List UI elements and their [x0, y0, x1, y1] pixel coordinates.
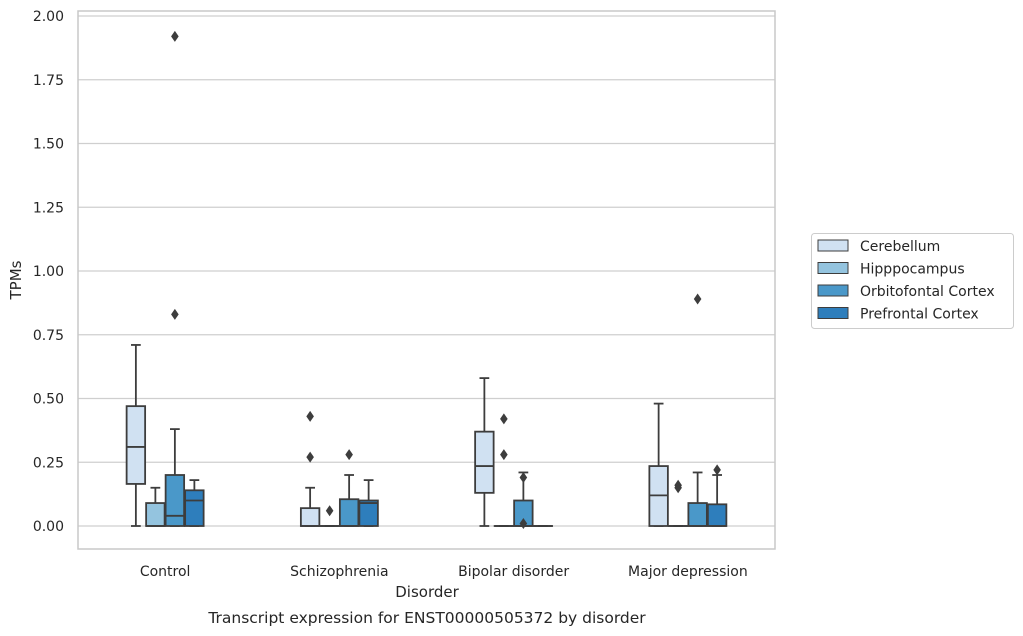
box-hipppocampus — [493, 413, 515, 527]
chart-caption: Transcript expression for ENST0000050537… — [207, 609, 646, 627]
outlier-point — [500, 413, 508, 425]
plot-frame — [77, 10, 776, 550]
box-prefrontal-cortex — [184, 479, 205, 527]
y-tick-label: 0.00 — [33, 519, 64, 535]
box-body — [338, 498, 360, 527]
x-tick-label: Bipolar disorder — [458, 564, 569, 580]
y-tick-label: 2.00 — [33, 9, 64, 25]
outlier-point — [519, 472, 528, 484]
boxes — [125, 30, 728, 529]
y-tick-label: 1.75 — [33, 73, 64, 89]
y-tick-label: 0.75 — [33, 328, 64, 344]
box-body — [145, 502, 166, 527]
legend-item: Prefrontal Cortex — [817, 307, 979, 323]
box-body — [706, 503, 728, 527]
legend-item: Orbitofontal Cortex — [817, 284, 995, 300]
legend-swatch — [817, 262, 849, 274]
box-cerebellum — [648, 402, 669, 527]
box-body — [474, 430, 495, 494]
outlier-point — [306, 451, 314, 463]
legend-frame — [811, 233, 1014, 329]
outlier-point — [693, 293, 702, 305]
x-tick-label: Major depression — [628, 564, 748, 580]
x-tick-label: Control — [140, 564, 191, 580]
legend-swatch — [817, 307, 849, 319]
x-tick-label: Schizophrenia — [290, 564, 388, 580]
outlier-point — [171, 308, 179, 320]
y-tick-label: 1.00 — [33, 264, 64, 280]
y-axis: 0.00 0.25 0.50 0.75 1.00 1.25 1.50 1.75 2.00 — [33, 9, 64, 535]
box-orbitofontal-cortex — [338, 449, 360, 527]
box-hipppocampus — [319, 505, 340, 527]
box-body — [687, 502, 708, 527]
outlier-point — [500, 449, 508, 461]
box-body — [125, 405, 147, 485]
box-cerebellum — [474, 377, 495, 527]
box-orbitofontal-cortex — [687, 293, 708, 527]
box-orbitofontal-cortex — [513, 471, 534, 529]
gridlines — [78, 15, 775, 527]
outlier-point — [306, 410, 314, 422]
box-hipppocampus — [145, 486, 166, 527]
legend-item: Hipppocampus — [817, 262, 965, 278]
box-cerebellum — [299, 410, 321, 527]
plot-border — [77, 10, 776, 550]
legend-label: Orbitofontal Cortex — [860, 284, 995, 300]
box-hipppocampus — [667, 479, 689, 527]
y-axis-label: TPMs — [7, 260, 25, 300]
y-tick-label: 1.50 — [33, 137, 64, 153]
outlier-point — [519, 517, 528, 529]
outlier-point — [674, 479, 682, 491]
legend: Cerebellum Hipppocampus Orbitofontal Corte… — [811, 233, 1014, 329]
outlier-point — [325, 505, 334, 517]
x-axis: Control Schizophrenia Bipolar disorder Majo… — [140, 564, 748, 580]
box-prefrontal-cortex — [706, 464, 728, 527]
legend-label: Hipppocampus — [860, 262, 965, 278]
outlier-point — [345, 449, 353, 461]
legend-label: Cerebellum — [860, 239, 940, 255]
box-prefrontal-cortex — [358, 479, 379, 527]
box-orbitofontal-cortex — [164, 30, 186, 527]
outlier-point — [713, 464, 721, 476]
y-tick-label: 0.25 — [33, 455, 64, 471]
x-axis-label: Disorder — [395, 583, 459, 601]
box-body — [164, 474, 186, 527]
legend-label: Prefrontal Cortex — [860, 307, 979, 323]
y-tick-label: 0.50 — [33, 392, 64, 408]
box-body — [184, 489, 205, 527]
box-cerebellum — [125, 344, 147, 527]
box-body — [358, 499, 379, 527]
outlier-point — [171, 30, 179, 42]
y-tick-label: 1.25 — [33, 200, 64, 216]
legend-swatch — [817, 284, 849, 297]
legend-item: Cerebellum — [817, 239, 940, 255]
box-body — [299, 507, 321, 527]
legend-swatch — [817, 239, 849, 252]
